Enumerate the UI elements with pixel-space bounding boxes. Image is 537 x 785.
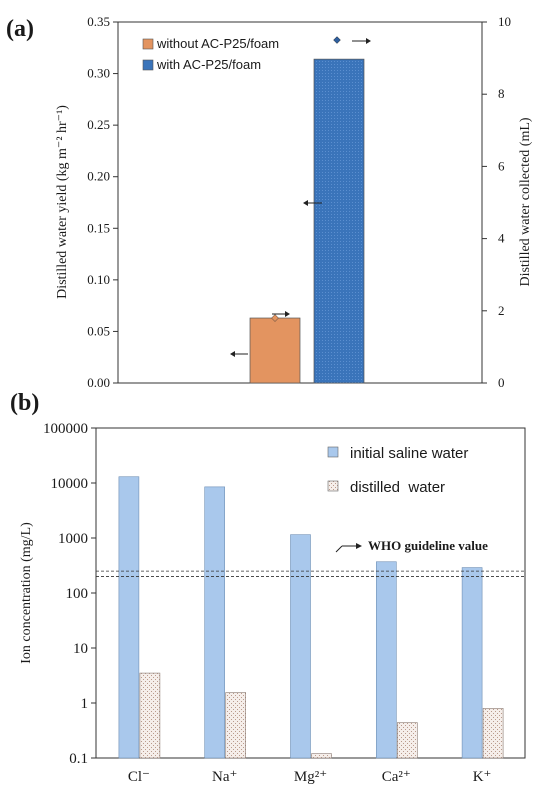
y-axis-a: 0.00 0.05 0.10 0.15 0.20 0.25 0.30 0.35 bbox=[87, 14, 118, 390]
y-tick-label: 0.35 bbox=[87, 14, 110, 29]
bar-with-foam bbox=[313, 58, 365, 384]
legend-label-distilled: distilled water bbox=[350, 479, 445, 496]
arrow-to-y2-with-head bbox=[366, 38, 371, 44]
category-label: Cl⁻ bbox=[128, 769, 150, 785]
chart-panel-a: (a) 0.00 0.05 0.10 0.15 0.20 0.25 0.30 0.35 0 2 4… bbox=[6, 14, 533, 390]
y-tick-label: 0.05 bbox=[87, 323, 110, 338]
y-axis-b: 0.1 1 10 100 1000 10000 100000 bbox=[43, 421, 96, 767]
legend-swatch-with bbox=[142, 59, 154, 71]
bar-distilled bbox=[396, 722, 418, 759]
y2-tick-label: 10 bbox=[498, 14, 511, 29]
bar-initial bbox=[375, 561, 397, 759]
y-tick-label: 0.00 bbox=[87, 375, 110, 390]
bar-distilled bbox=[225, 692, 246, 759]
bar-initial bbox=[290, 534, 311, 759]
panel-label-b: (b) bbox=[10, 390, 39, 416]
y-tick-label: 100000 bbox=[43, 421, 88, 437]
y-tick-label: 0.1 bbox=[69, 751, 88, 767]
bar-distilled bbox=[139, 672, 161, 759]
bars-a bbox=[230, 36, 371, 384]
who-arrow-head bbox=[356, 543, 362, 549]
category-label: K⁺ bbox=[473, 769, 492, 785]
bar-distilled bbox=[311, 753, 332, 759]
bar-initial bbox=[118, 476, 140, 759]
y-tick-label: 10000 bbox=[51, 476, 89, 492]
legend-swatch-without bbox=[142, 38, 154, 50]
y-tick-label: 1000 bbox=[58, 531, 88, 547]
y-tick-label: 1 bbox=[81, 696, 89, 712]
y-tick-label: 0.10 bbox=[87, 272, 110, 287]
collected-marker bbox=[333, 36, 341, 44]
bar-initial bbox=[204, 486, 225, 759]
y-tick-label: 100 bbox=[66, 586, 89, 602]
y-tick-label: 10 bbox=[73, 641, 88, 657]
legend-b: initial saline water distilled water bbox=[327, 445, 468, 496]
bars-b bbox=[118, 476, 504, 759]
x-axis-b: Cl⁻ Na⁺ Mg²⁺ Ca²⁺ K⁺ bbox=[128, 769, 492, 785]
who-arrow-line bbox=[335, 545, 343, 553]
who-annotation: WHO guideline value bbox=[335, 538, 488, 553]
y2-tick-label: 6 bbox=[498, 158, 505, 173]
who-guideline bbox=[96, 570, 525, 577]
legend-a: without AC-P25/foam with AC-P25/foam bbox=[142, 36, 279, 72]
y-tick-label: 0.15 bbox=[87, 220, 110, 235]
bar-without-foam bbox=[249, 317, 301, 384]
bar-initial bbox=[461, 567, 483, 759]
who-guideline-label: WHO guideline value bbox=[368, 538, 488, 553]
legend-swatch-distilled bbox=[327, 480, 339, 492]
panel-label-a: (a) bbox=[6, 16, 34, 42]
y-axis-title-a: Distilled water yield (kg m⁻² hr⁻¹) bbox=[55, 105, 70, 299]
category-label: Ca²⁺ bbox=[382, 769, 411, 785]
legend-label-initial: initial saline water bbox=[350, 445, 468, 462]
category-label: Mg²⁺ bbox=[294, 769, 327, 785]
y-tick-label: 0.25 bbox=[87, 117, 110, 132]
y2-axis-title-a: Distilled water collected (mL) bbox=[518, 117, 533, 286]
y2-tick-label: 8 bbox=[498, 86, 505, 101]
collected-marker bbox=[271, 314, 279, 322]
y2-tick-label: 2 bbox=[498, 303, 505, 318]
chart-panel-b: (b) 0.1 1 10 100 1000 10000 100000 Ion concent… bbox=[10, 390, 526, 785]
legend-label-with: with AC-P25/foam bbox=[156, 57, 261, 72]
y2-tick-label: 0 bbox=[498, 375, 505, 390]
y-tick-label: 0.30 bbox=[87, 66, 110, 81]
legend-label-without: without AC-P25/foam bbox=[156, 36, 279, 51]
arrow-to-y-with-head bbox=[303, 200, 308, 206]
arrow-to-y2-without-head bbox=[285, 311, 290, 317]
arrow-to-y-without-head bbox=[230, 351, 235, 357]
category-label: Na⁺ bbox=[212, 769, 237, 785]
y-axis-title-b: Ion concentration (mg/L) bbox=[19, 522, 34, 664]
y-tick-label: 0.20 bbox=[87, 169, 110, 184]
legend-swatch-initial bbox=[327, 446, 339, 458]
y2-axis-a: 0 2 4 6 8 10 bbox=[482, 14, 511, 390]
bar-distilled bbox=[482, 708, 504, 759]
y2-tick-label: 4 bbox=[498, 231, 505, 246]
